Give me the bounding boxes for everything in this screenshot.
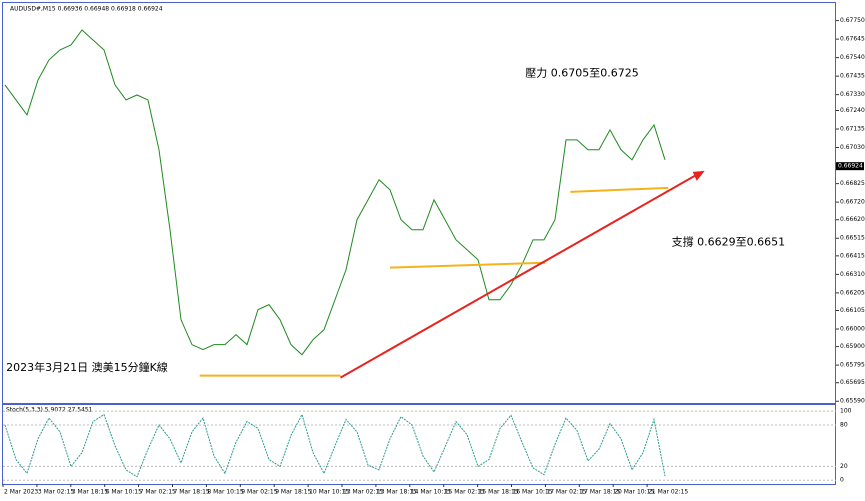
x-tick-label: 13 Mar 02:15 [343, 489, 383, 496]
y-tick-label: 0.67645 [840, 36, 865, 43]
y-tick-label: 0.67135 [840, 125, 865, 132]
x-tick-label: 9 Mar 02:15 [241, 489, 277, 496]
price-box [836, 162, 864, 171]
stoch-tick-label: 80 [840, 421, 848, 428]
main-panel [2, 2, 836, 404]
y-tick-label: 0.66310 [840, 271, 865, 278]
stoch-label: Stoch(5,3,3) 5.9072 27.5451 [6, 407, 93, 414]
x-tick-label: 14 Mar 10:15 [411, 489, 451, 496]
y-tick-label: 0.65795 [840, 362, 865, 369]
price-label: 0.66924 [838, 163, 863, 170]
y-tick-label: 0.66205 [840, 289, 865, 296]
arrow-head [692, 170, 705, 181]
y-tick-label: 0.66720 [840, 199, 865, 206]
x-tick-label: 3 Mar 18:15 [72, 489, 108, 496]
x-tick-label: 17 Mar 02:15 [546, 489, 586, 496]
stoch-line [4, 413, 666, 478]
y-tick-label: 0.67030 [840, 144, 865, 151]
y-tick-label: 0.65900 [840, 343, 865, 350]
y-tick-label: 0.65590 [840, 398, 865, 405]
trend-line [570, 186, 669, 193]
stoch-tick-label: 20 [840, 463, 848, 470]
x-tick-label: 17 Mar 18:15 [580, 489, 620, 496]
annotation: 支撐 0.6629至0.6651 [672, 235, 785, 249]
x-tick-label: 7 Mar 02:15 [140, 489, 176, 496]
x-tick-label: 16 Mar 10:15 [513, 489, 553, 496]
x-tick-label: 20 Mar 10:15 [614, 489, 654, 496]
y-tick-label: 0.66105 [840, 307, 865, 314]
x-tick-label: 2 Mar 2023 [4, 489, 38, 496]
x-tick-label: 15 Mar 18:15 [479, 489, 519, 496]
annotation: 2023年3月21日 澳美15分鐘K線 [6, 360, 168, 374]
x-tick-label: 6 Mar 10:15 [106, 489, 142, 496]
y-tick-label: 0.66000 [840, 325, 865, 332]
y-tick-label: 0.67435 [840, 73, 865, 80]
x-tick-label: 3 Mar 02:15 [38, 489, 74, 496]
x-tick-label: 7 Mar 18:15 [174, 489, 210, 496]
x-tick-label: 8 Mar 10:15 [207, 489, 243, 496]
y-tick-label: 0.66515 [840, 235, 865, 242]
y-tick-label: 0.67750 [840, 17, 865, 24]
x-tick-label: 15 Mar 02:15 [445, 489, 485, 496]
annotation: 壓力 0.6705至0.6725 [525, 66, 638, 79]
y-tick-label: 0.66415 [840, 252, 865, 259]
x-tick-label: 21 Mar 02:15 [648, 489, 688, 496]
y-tick-label: 0.67330 [840, 91, 865, 98]
stoch-tick-label: 100 [840, 408, 852, 415]
header: AUDUSD#,M15 0.66936 0.66948 0.66918 0.66… [10, 6, 163, 13]
y-tick-label: 0.66620 [840, 216, 865, 223]
y-tick-label: 0.66825 [840, 180, 865, 187]
x-tick-label: 10 Mar 10:15 [309, 489, 349, 496]
stoch-tick-label: 0 [840, 477, 844, 484]
x-tick-label: 13 Mar 18:15 [377, 489, 417, 496]
y-tick-label: 0.67540 [840, 54, 865, 61]
y-tick-label: 0.67240 [840, 107, 865, 114]
y-tick-label: 0.65695 [840, 379, 865, 386]
x-tick-label: 9 Mar 18:15 [275, 489, 311, 496]
trend-line [340, 174, 696, 379]
trend-line [389, 261, 546, 269]
price-line [4, 29, 666, 356]
